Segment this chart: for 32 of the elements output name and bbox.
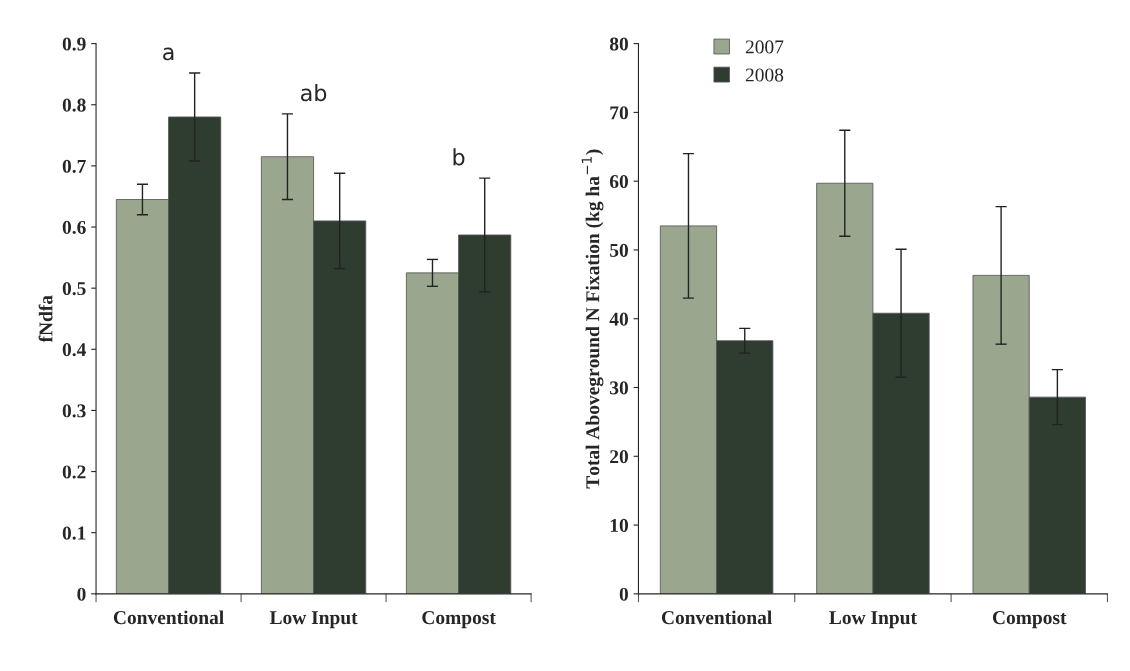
y-tick-label: 60 xyxy=(609,174,628,189)
annotation: ab xyxy=(301,84,327,102)
legend-label: 2008 xyxy=(745,68,784,82)
x-tick-label: Low Input xyxy=(829,611,917,629)
y-tick-label: 40 xyxy=(609,312,628,326)
y-tick-label: 80 xyxy=(609,37,628,51)
y-tick-label: 0.6 xyxy=(62,220,86,235)
y-axis-title: Total Aboveground N Fixation (kg ha$^{−1}$) xyxy=(581,149,604,489)
y-tick-label: 0.4 xyxy=(62,343,86,357)
x-tick-label: Conventional xyxy=(113,610,224,625)
annotation: a xyxy=(163,47,174,61)
y-tick-label: 10 xyxy=(610,518,628,532)
y-axis-title: fNdfa xyxy=(38,295,53,343)
y-tick-label: 50 xyxy=(610,243,628,257)
y-tick-label: 30 xyxy=(610,381,628,395)
y-tick-label: 0.9 xyxy=(62,37,86,51)
y-tick-label: 0.7 xyxy=(62,159,86,173)
annotation: b xyxy=(453,148,465,166)
x-tick-label: Conventional xyxy=(661,610,772,625)
y-tick-label: 0.2 xyxy=(62,465,86,479)
y-tick-label: 0.8 xyxy=(62,98,86,112)
x-tick-label: Low Input xyxy=(269,611,358,629)
y-tick-label: 0.5 xyxy=(62,281,86,296)
y-tick-label: 20 xyxy=(610,450,628,464)
legend-label: 2007 xyxy=(745,40,784,54)
x-tick-label: Compost xyxy=(422,611,496,629)
y-tick-label: 0 xyxy=(619,587,628,601)
y-tick-label: 0 xyxy=(77,587,86,601)
y-tick-label: 70 xyxy=(610,106,628,120)
y-tick-label: 0.1 xyxy=(62,526,86,540)
y-tick-label: 0.3 xyxy=(62,404,86,418)
x-tick-label: Compost xyxy=(992,611,1067,629)
